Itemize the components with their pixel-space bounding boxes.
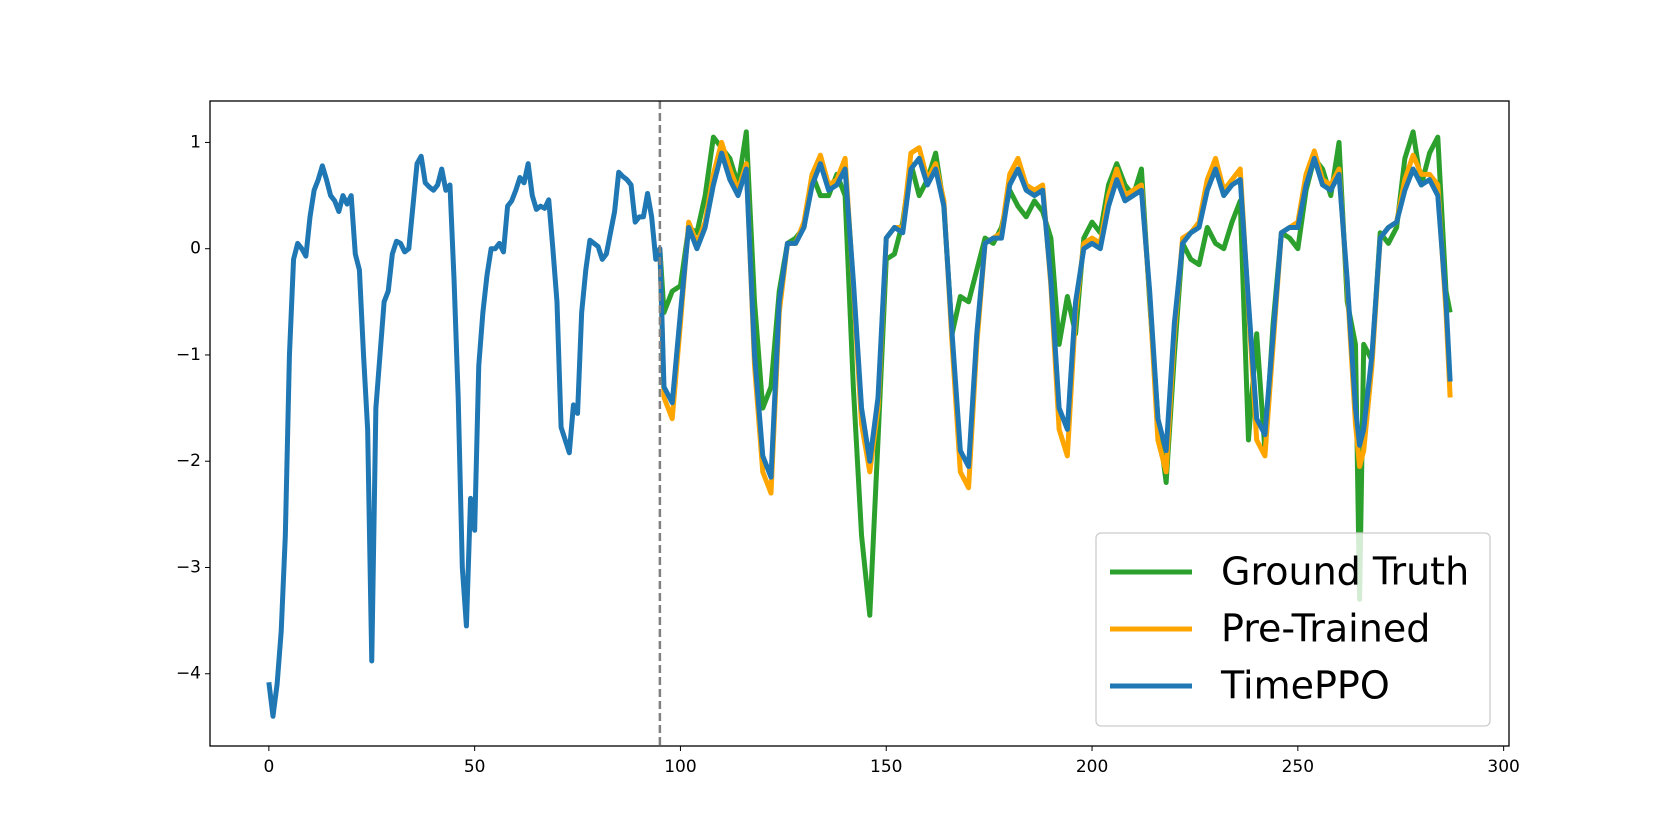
x-tick-label: 50 [464,757,486,777]
x-tick-label: 300 [1487,757,1519,777]
y-tick-label: −4 [176,664,201,684]
x-tick-label: 150 [870,757,902,777]
y-tick-label: −3 [176,557,201,577]
x-tick-label: 250 [1282,757,1314,777]
legend-label: Pre-Trained [1221,607,1430,651]
y-tick-label: 1 [190,132,201,152]
y-tick-label: −2 [176,451,201,471]
x-tick-label: 100 [664,757,696,777]
legend-box [1095,532,1491,727]
series-line [266,150,1453,719]
x-tick-label: 200 [1076,757,1108,777]
plot-frame [209,100,1510,747]
x-tick-label: 0 [263,757,274,777]
legend-label: TimePPO [1220,664,1390,708]
legend-label: Ground Truth [1221,550,1469,594]
y-tick-label: −1 [176,345,201,365]
y-tick-label: 0 [190,239,201,259]
